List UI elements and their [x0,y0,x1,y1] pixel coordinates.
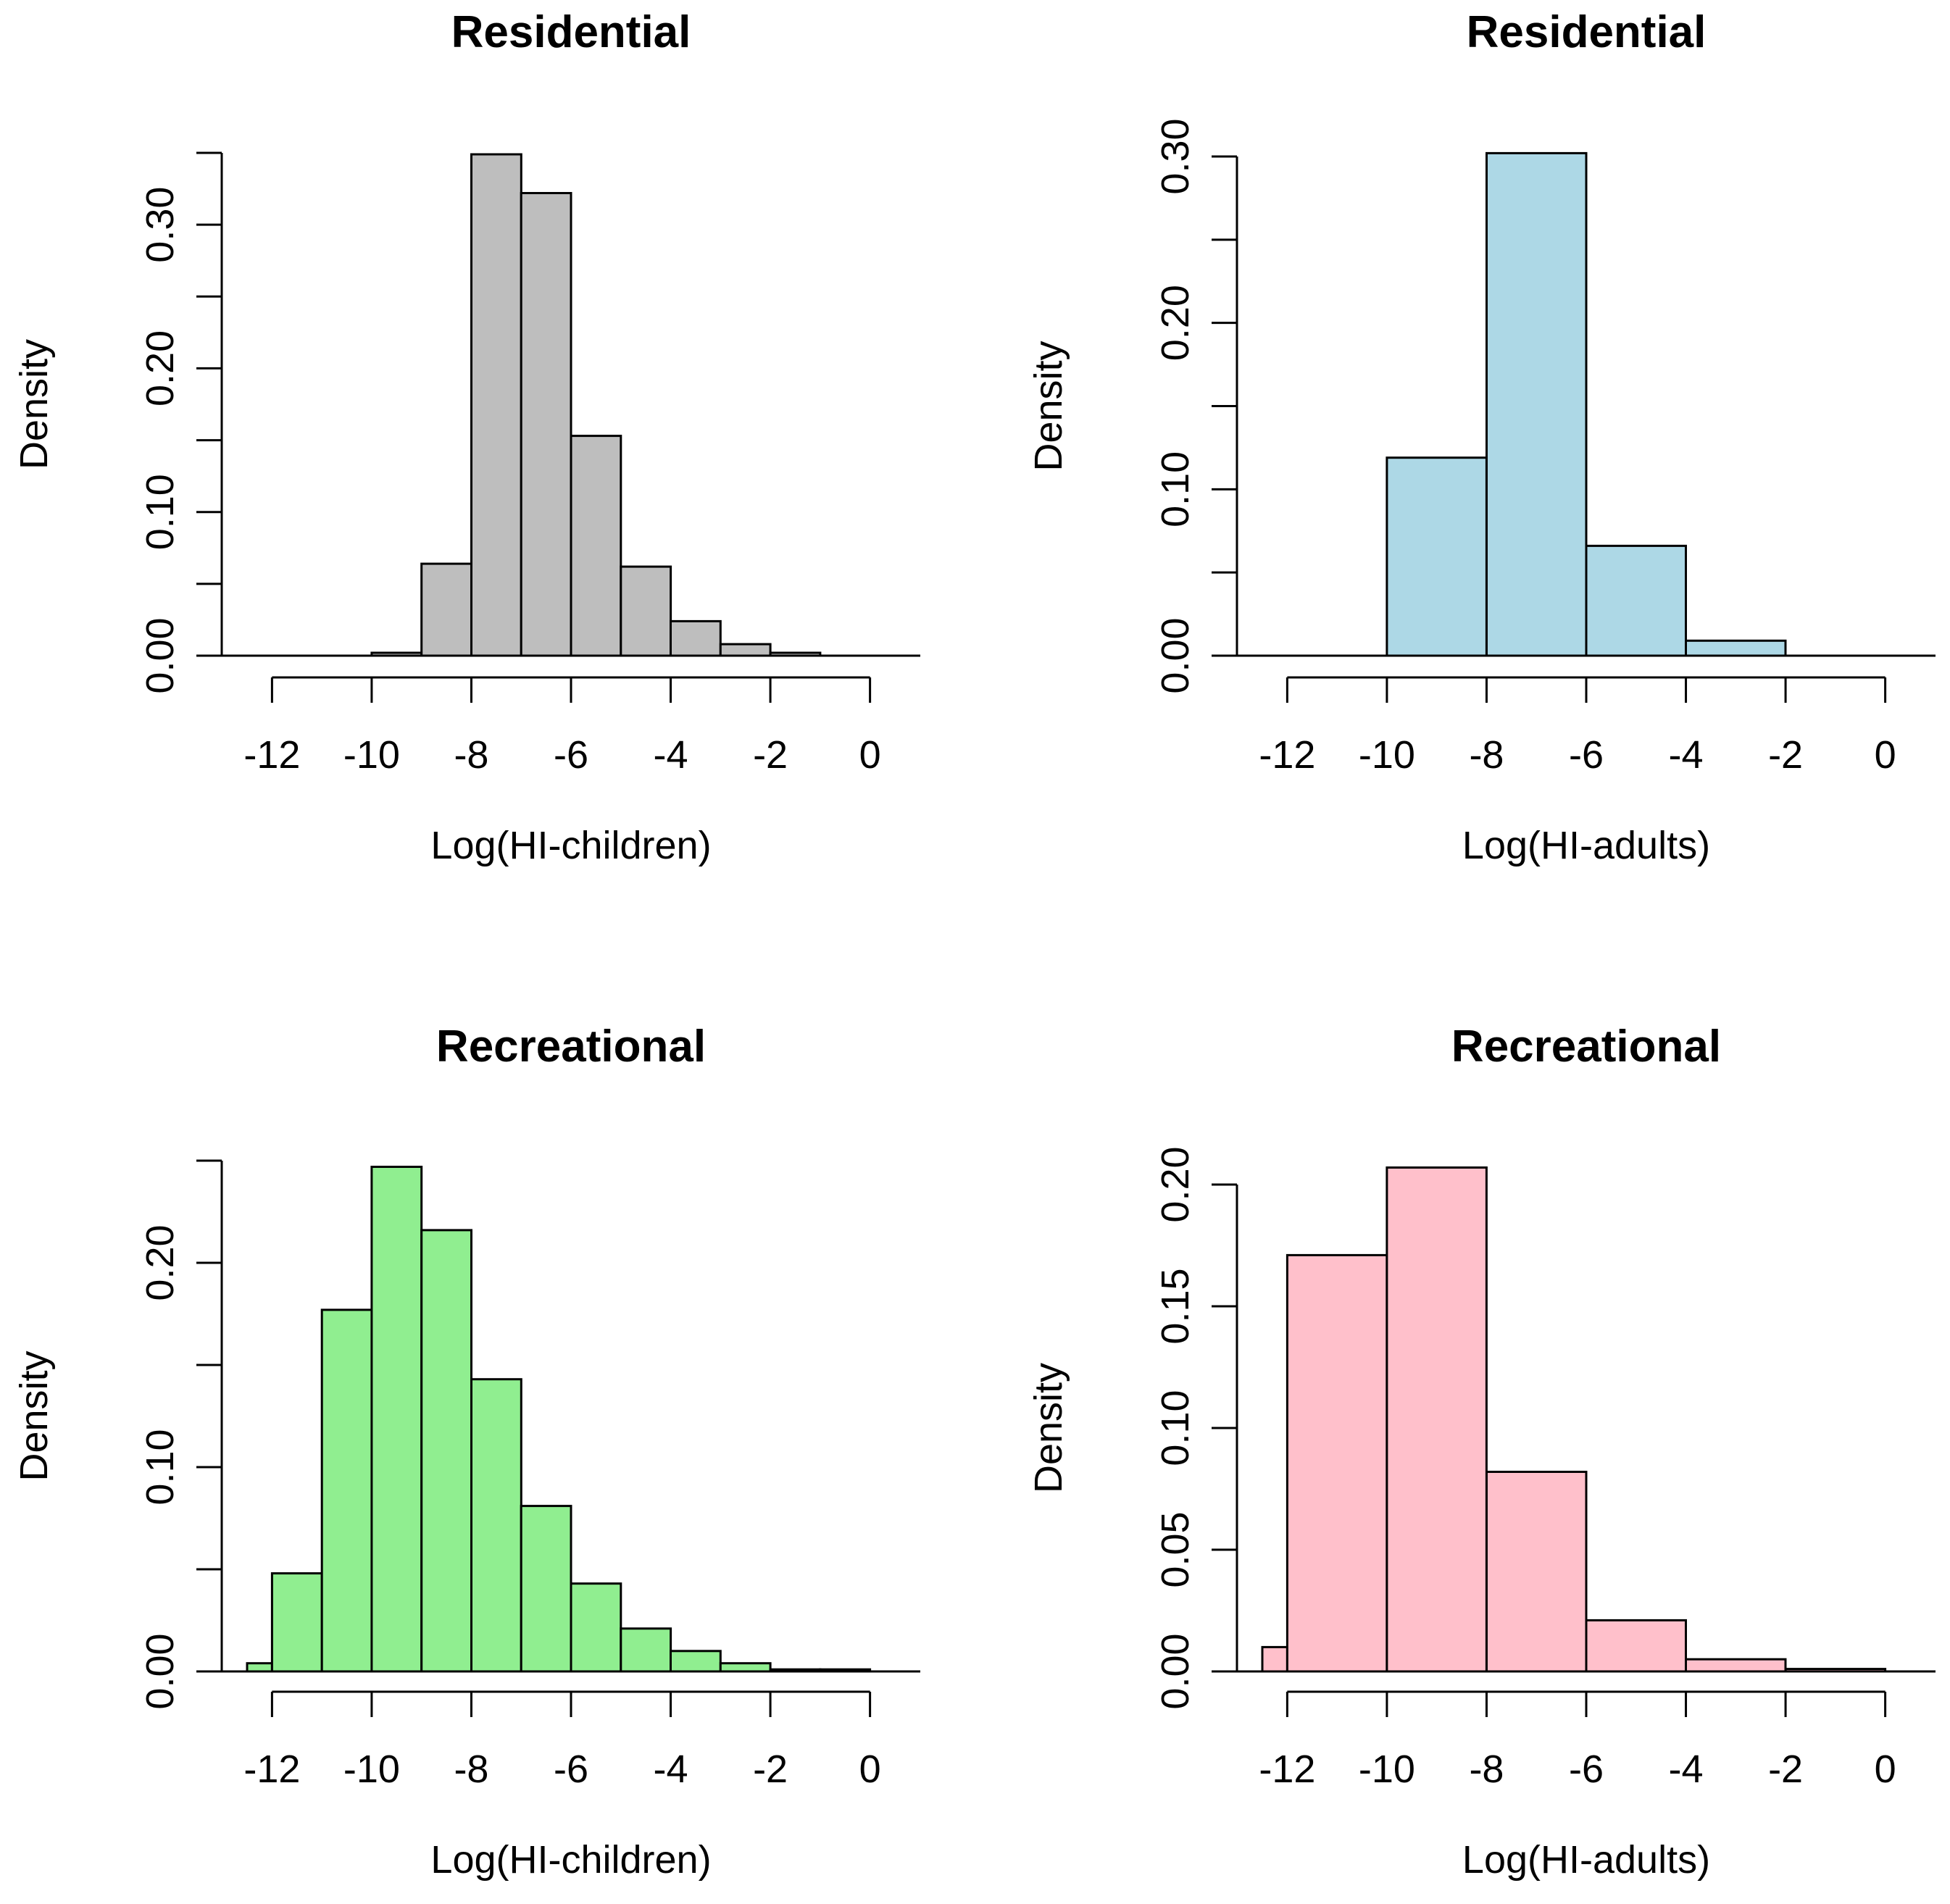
histogram-bar [1486,1471,1588,1673]
histogram-bar [1386,456,1488,657]
y-tick-label: 0.00 [1154,617,1197,693]
x-tick-label: -12 [243,733,300,777]
panel-title: Residential [451,7,691,57]
x-tick-label: -4 [1669,733,1704,777]
x-tick-label: -10 [343,733,400,777]
panel-recreational-adults: Recreational 0.00 0.05 0.10 0.15 0.20 -12 -10 -… [1027,1022,1936,1882]
x-tick-label: -4 [654,733,688,777]
histogram-bar [1486,151,1588,657]
y-tick-label: 0.05 [1154,1511,1197,1587]
y-tick-label: 0.15 [1154,1268,1197,1344]
histogram-bar [719,643,772,657]
x-tick-label: -6 [1569,1748,1604,1791]
histogram-bar [1261,1645,1288,1673]
histogram-bar [1585,1619,1687,1673]
histogram-bar [1585,544,1687,657]
x-axis-label: Log(HI-adults) [1462,824,1710,867]
x-tick-label: -6 [554,1748,588,1791]
y-axis-label: Density [12,339,56,469]
x-tick-label: -2 [1768,733,1803,777]
y-tick-label: 0.20 [138,1224,182,1300]
histogram-bar [570,1582,622,1673]
x-tick-label: -8 [454,733,488,777]
histogram-bar [1685,639,1787,657]
histogram-bar [320,1308,373,1673]
x-tick-label: -2 [1768,1748,1803,1791]
y-tick-label: 0.20 [1154,285,1197,361]
y-tick-label: 0.00 [1154,1633,1197,1709]
histogram-bar [1685,1658,1787,1673]
histogram-bar [1386,1166,1488,1673]
y-tick-label: 0.10 [1154,451,1197,527]
panel-residential-children: Residential 0.00 0.10 0.20 0.30 -12 -10 -8 -6 -4… [12,7,920,867]
x-axis-label: Log(HI-children) [430,824,711,867]
histogram-bar [246,1662,273,1673]
x-tick-label: 0 [859,733,881,777]
y-tick-label: 0.10 [1154,1390,1197,1466]
y-axis-label: Density [1027,341,1070,471]
histogram-bar [1286,1253,1388,1673]
x-tick-label: -2 [753,1748,788,1791]
x-tick-label: -4 [654,1748,688,1791]
histogram-bar [620,565,672,657]
panel-title: Residential [1467,7,1707,57]
x-tick-label: -10 [1359,1748,1415,1791]
x-tick-label: -2 [753,733,788,777]
x-tick-label: 0 [1875,1748,1896,1791]
x-tick-label: 0 [1875,733,1896,777]
x-tick-label: -6 [554,733,588,777]
histogram-bar [719,1662,772,1673]
panel-title: Recreational [436,1022,706,1072]
panel-recreational-children: Recreational 0.00 0.10 0.20 -12 -10 -8 -6 -4 -2 0… [12,1022,920,1882]
x-tick-label: -4 [1669,1748,1704,1791]
x-tick-label: -8 [1469,1748,1504,1791]
histogram-bar [420,562,473,657]
x-axis-label: Log(HI-adults) [1462,1838,1710,1882]
histogram-bar [670,1650,722,1673]
y-tick-label: 0.00 [138,617,182,693]
y-tick-label: 0.30 [1154,118,1197,194]
x-tick-label: -10 [1359,733,1415,777]
histogram-bar [370,1166,423,1673]
histogram-bar [470,1378,522,1673]
y-axis-label: Density [12,1350,56,1481]
histogram-bar [520,192,572,657]
x-tick-label: -12 [1259,733,1315,777]
x-tick-label: -12 [1259,1748,1315,1791]
y-axis-label: Density [1027,1363,1070,1493]
y-tick-label: 0.10 [138,474,182,550]
x-tick-label: 0 [859,1748,881,1791]
x-tick-label: -10 [343,1748,400,1791]
histogram-bar [470,153,522,657]
x-tick-label: -6 [1569,733,1604,777]
histogram-bar [420,1229,473,1673]
x-tick-label: -12 [243,1748,300,1791]
histogram-bar [270,1572,323,1673]
histogram-bar [620,1627,672,1673]
x-tick-label: -8 [454,1748,488,1791]
y-tick-label: 0.20 [1154,1146,1197,1222]
y-tick-label: 0.00 [138,1633,182,1709]
histogram-bar [520,1505,572,1673]
histogram-bar [670,619,722,657]
y-tick-label: 0.10 [138,1429,182,1505]
y-tick-label: 0.30 [138,187,182,263]
y-tick-label: 0.20 [138,330,182,406]
panel-residential-adults: Residential 0.00 0.10 0.20 0.30 -12 -10 -8 -6 -4… [1027,7,1936,867]
x-axis-label: Log(HI-children) [430,1838,711,1882]
panel-title: Recreational [1451,1022,1721,1072]
x-tick-label: -8 [1469,733,1504,777]
histogram-bar [570,435,622,657]
